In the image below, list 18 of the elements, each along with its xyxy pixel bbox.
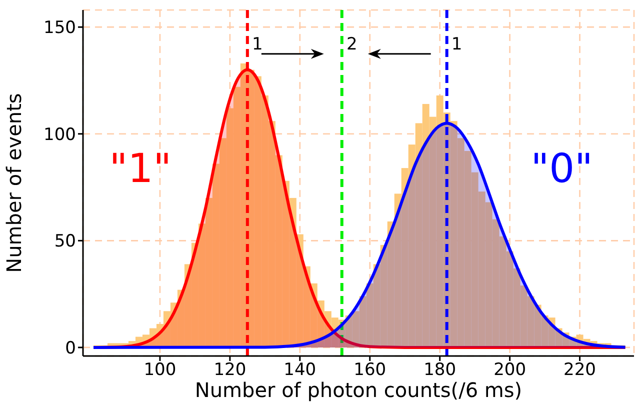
x-axis-title: Number of photon counts(/6 ms) (194, 378, 522, 402)
y-axis-title: Number of events (2, 93, 26, 273)
x-tick-label: 100 (144, 360, 176, 380)
x-tick-label: 140 (284, 360, 316, 380)
x-tick-label: 180 (424, 360, 456, 380)
y-tick-label: 100 (44, 124, 76, 145)
x-tick-label: 200 (494, 360, 526, 380)
y-tick-label: 50 (54, 232, 76, 252)
annotation: 1 (252, 34, 263, 55)
x-tick-label: 160 (354, 360, 386, 380)
x-tick-label: 220 (564, 360, 596, 380)
series-label: "0" (530, 146, 593, 192)
x-tick-label: 120 (214, 360, 246, 380)
y-tick-label: 150 (44, 18, 76, 38)
y-tick-label: 0 (65, 338, 76, 358)
annotation: 2 (346, 34, 358, 55)
annotation: 1 (451, 34, 462, 55)
series-label: "1" (109, 146, 172, 192)
